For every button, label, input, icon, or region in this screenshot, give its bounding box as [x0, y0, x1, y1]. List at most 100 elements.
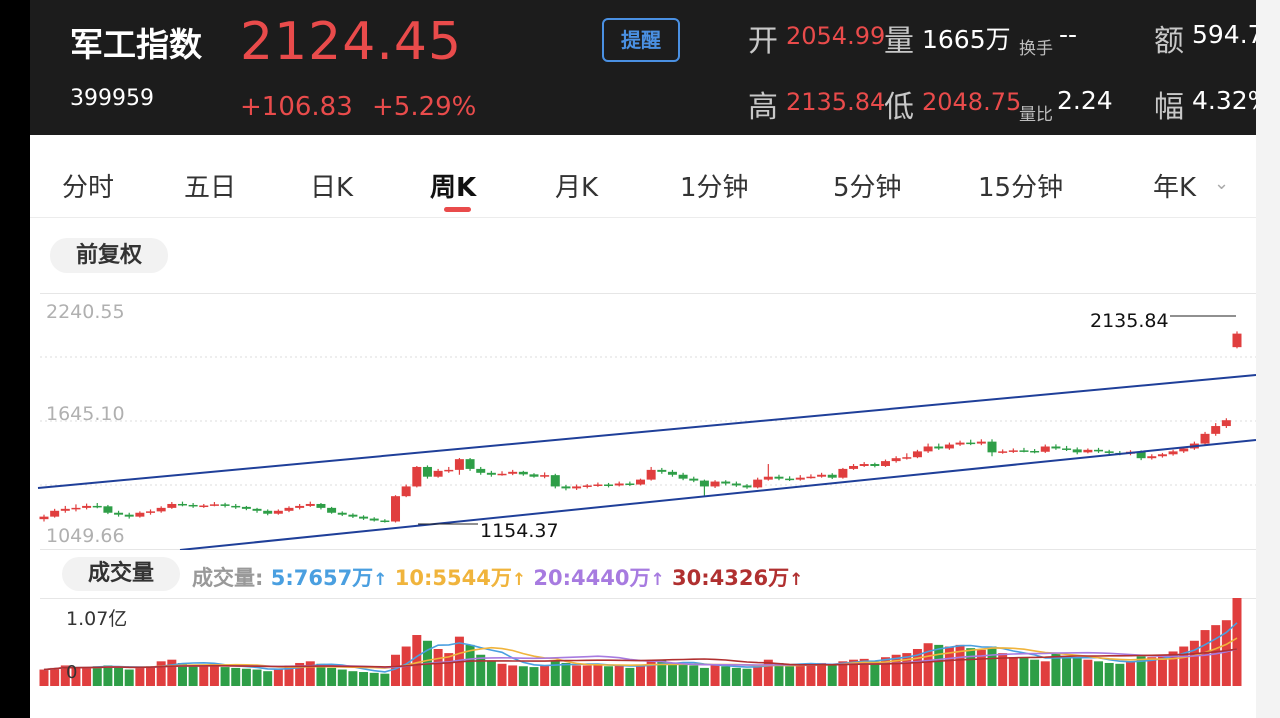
candle-body — [572, 486, 582, 489]
candle-body — [966, 442, 976, 445]
scrollbar[interactable] — [1256, 0, 1280, 718]
candle-body — [859, 464, 869, 466]
candlestick-chart[interactable]: 2240.55 1645.10 1049.66 2135.84 1154.37 — [30, 293, 1256, 550]
volume-bar — [135, 667, 145, 686]
candle-body — [849, 465, 859, 469]
candle-body — [838, 468, 848, 478]
candle-body — [1200, 433, 1210, 444]
volume-bar — [1125, 661, 1135, 686]
volume-bar — [795, 664, 805, 686]
candle-body — [934, 446, 944, 449]
candle-body — [444, 469, 454, 472]
tab-yearly-k[interactable]: 年K — [1153, 173, 1197, 203]
candle-body — [625, 483, 635, 486]
alert-button[interactable]: 提醒 — [602, 18, 680, 62]
candle-body — [987, 441, 997, 453]
candle-body — [689, 478, 699, 481]
candle-body — [742, 485, 752, 488]
volume-indicator-button[interactable]: 成交量 — [62, 557, 180, 591]
volume-bar — [497, 663, 507, 686]
candle-body — [1168, 451, 1178, 455]
volume-bar — [412, 635, 422, 686]
volume-bar — [582, 665, 592, 686]
volume-ma-lines — [43, 622, 1238, 673]
volume-bar — [657, 659, 667, 686]
volume-bar — [912, 648, 922, 686]
price-change: +106.83 — [240, 92, 353, 122]
candle-body — [636, 479, 645, 485]
tab-daily-k[interactable]: 日K — [310, 173, 354, 203]
tab-weekly-k[interactable]: 周K — [430, 173, 477, 203]
candle-body — [412, 466, 422, 487]
volume-bar — [103, 665, 113, 686]
tab-15min[interactable]: 15分钟 — [978, 173, 1064, 203]
tab-1min[interactable]: 1分钟 — [680, 173, 749, 203]
volume-bar — [50, 667, 60, 686]
volume-bar — [209, 663, 219, 686]
volume-max-label: 1.07亿 — [66, 608, 127, 630]
candle-body — [273, 510, 283, 514]
volume-bar — [1189, 640, 1199, 686]
candle-body — [923, 446, 933, 452]
candle-body — [593, 484, 603, 486]
tab-monthly-k[interactable]: 月K — [555, 173, 599, 203]
volume-bar — [614, 665, 624, 686]
volume-bar — [1104, 662, 1114, 686]
volume-bar — [774, 662, 784, 686]
candle-body — [774, 476, 784, 479]
candle-body — [753, 479, 763, 488]
volume-bar — [348, 671, 358, 686]
volume-bar — [838, 661, 848, 686]
volume-bar — [859, 658, 869, 686]
channel-lower-line — [179, 439, 1256, 550]
candle-body — [944, 444, 954, 449]
chevron-down-icon[interactable]: ⌄ — [1214, 173, 1230, 194]
volume-bar — [1157, 654, 1167, 686]
volume-bar — [572, 665, 582, 686]
volume-bar — [721, 666, 731, 686]
volume-bar — [1136, 656, 1146, 686]
volume-bar — [870, 661, 880, 686]
candle-body — [1008, 450, 1018, 452]
volume-chart[interactable]: 1.07亿 0 — [30, 598, 1256, 688]
volume-bars — [39, 598, 1242, 686]
candle-body — [231, 505, 241, 508]
candle-body — [912, 451, 922, 458]
candle-body — [540, 475, 550, 477]
arrow-up-icon: ↑ — [511, 570, 527, 590]
candle-body — [252, 508, 262, 511]
candle-body — [976, 441, 986, 444]
volume-bar — [316, 663, 326, 686]
candle-body — [1051, 446, 1061, 449]
volume-bar — [604, 666, 614, 686]
volume-bar — [1115, 663, 1125, 686]
candle-body — [710, 481, 720, 487]
volume-bar — [540, 665, 550, 686]
volume-bar — [561, 662, 571, 686]
candle-body — [209, 504, 219, 506]
turnover-label: 换手 — [1019, 39, 1053, 59]
volume-bar — [529, 667, 539, 686]
candle-body — [337, 512, 347, 515]
volume-bar — [92, 666, 102, 686]
high-value: 2135.84 — [786, 88, 886, 116]
candle-body — [721, 481, 731, 484]
volume-bar — [1221, 620, 1231, 686]
volume-bar — [923, 643, 933, 686]
tab-five-day[interactable]: 五日 — [184, 173, 237, 203]
candle-body — [998, 451, 1008, 453]
volume-bar — [1094, 661, 1104, 686]
candle-body — [1211, 426, 1221, 434]
tab-intraday[interactable]: 分时 — [62, 173, 115, 203]
adjust-mode-button[interactable]: 前复权 — [50, 238, 168, 273]
candle-body — [1221, 420, 1231, 427]
candle-body — [529, 474, 539, 477]
open-label: 开 — [748, 24, 778, 59]
candle-body — [295, 505, 305, 508]
tab-5min[interactable]: 5分钟 — [833, 173, 902, 203]
y-tick-label-max: 2240.55 — [46, 301, 125, 323]
volume-bar — [82, 667, 92, 686]
candle-body — [71, 507, 81, 510]
candle-body — [667, 471, 677, 475]
volume-ma-line — [43, 648, 1238, 671]
